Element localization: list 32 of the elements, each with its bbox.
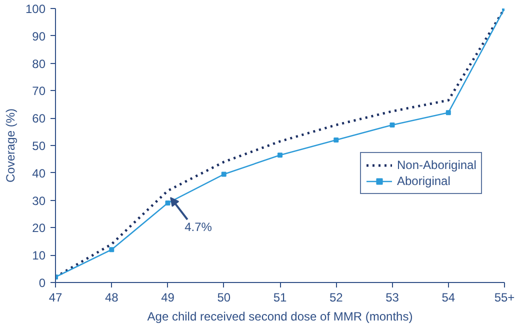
point <box>165 200 170 206</box>
y-tick-label: 80 <box>32 56 46 71</box>
x-tick-label: 55+ <box>494 290 515 304</box>
y-tick-label: 40 <box>32 166 46 180</box>
legend-label: Non-Aboriginal <box>397 158 476 172</box>
point <box>278 152 282 158</box>
x-tick-label: 48 <box>104 290 119 304</box>
y-tick-label: 10 <box>32 248 46 263</box>
x-tick-label: 54 <box>442 290 456 304</box>
y-tick-label: 90 <box>32 29 46 44</box>
y-tick-label: 30 <box>32 194 46 208</box>
x-tick-label: 49 <box>161 290 175 304</box>
y-tick-label: 60 <box>32 112 46 126</box>
x-tick-label: 47 <box>48 290 62 304</box>
point <box>109 247 114 252</box>
x-tick-label: 53 <box>386 290 400 304</box>
annotation: 4.7% <box>184 220 212 234</box>
x-tick-label: 50 <box>217 290 231 304</box>
point <box>334 138 339 143</box>
x-axis-title: Age child received second dose of MMR (months) <box>147 310 413 324</box>
y-axis-title: Coverage (%) <box>3 108 18 183</box>
y-tick-label: 100 <box>25 2 46 16</box>
point <box>390 122 395 128</box>
x-tick-label: 51 <box>273 290 287 304</box>
y-tick-label: 70 <box>32 84 46 98</box>
y-tick-label: 50 <box>32 139 46 153</box>
point <box>446 110 451 116</box>
y-tick-label: 0 <box>38 276 46 290</box>
x-tick-label: 52 <box>329 290 344 304</box>
point <box>221 172 226 177</box>
y-tick-label: 20 <box>32 221 46 236</box>
legend-label: Aboriginal <box>397 174 450 188</box>
